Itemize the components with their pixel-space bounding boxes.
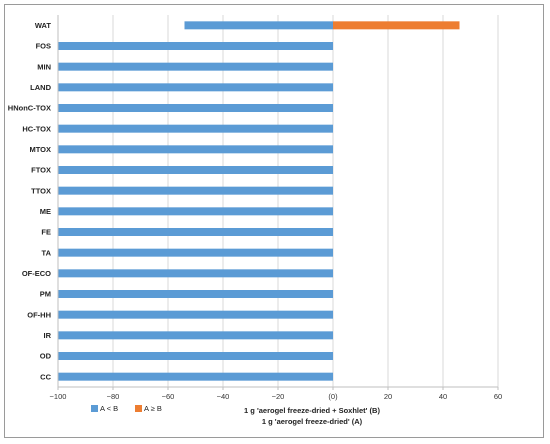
bar-fe-series-0	[58, 228, 333, 236]
chart-frame	[4, 4, 544, 438]
bar-wat-series-0	[184, 21, 333, 30]
x-tick-label: −40	[217, 392, 230, 401]
x-axis-label-line2: 1 g 'aerogel freeze-dried' (A)	[262, 417, 363, 426]
category-label: MTOX	[29, 145, 51, 154]
category-label: OF-HH	[27, 310, 51, 319]
bar-land-series-0	[58, 83, 333, 92]
category-label: ME	[40, 207, 51, 216]
bar-ftox-series-0	[58, 166, 333, 174]
bar-hc-tox-series-0	[58, 124, 333, 133]
gridlines	[57, 15, 499, 387]
category-label: OF-ECO	[22, 269, 51, 278]
category-label: WAT	[35, 21, 52, 30]
category-label: HNonC-TOX	[8, 104, 51, 113]
legend-label-a-lt-b: A < B	[100, 404, 118, 413]
x-tick-label: (0)	[328, 392, 338, 401]
x-tick-label: 20	[384, 392, 392, 401]
x-tick-label: −80	[107, 392, 120, 401]
category-label: FOS	[36, 42, 51, 51]
legend: A < B A ≥ B	[91, 404, 162, 413]
category-label: MIN	[37, 62, 51, 71]
bar-mtox-series-0	[58, 145, 333, 154]
x-tick-label: −20	[272, 392, 285, 401]
category-label: TTOX	[31, 186, 51, 195]
category-label: LAND	[30, 83, 51, 92]
bar-fos-series-0	[58, 42, 333, 50]
bar-of-hh-series-0	[58, 310, 333, 319]
category-label: HC-TOX	[22, 124, 51, 133]
x-tick-label: −60	[162, 392, 175, 401]
x-axis-label-line1: 1 g 'aerogel freeze-dried + Soxhlet' (B)	[244, 406, 380, 415]
bar-pm-series-0	[58, 290, 333, 298]
bar-ir-series-0	[58, 331, 333, 340]
legend-swatch-a-lt-b	[91, 405, 98, 412]
bar-ttox-series-0	[58, 186, 333, 195]
bar-wat-series-1	[333, 21, 460, 30]
legend-swatch-a-ge-b	[135, 405, 142, 412]
bar-of-eco-series-0	[58, 269, 333, 278]
category-label: PM	[40, 290, 51, 299]
x-tick-label: −100	[50, 392, 67, 401]
x-tick-label: 60	[494, 392, 502, 401]
bar-hnonc-tox-series-0	[58, 104, 333, 112]
bar-cc-series-0	[58, 372, 333, 381]
category-label: FE	[41, 228, 51, 237]
category-label: OD	[40, 352, 52, 361]
category-label: TA	[42, 248, 52, 257]
y-axis: WAT FOS MIN LAND HNonC-TOX HC-TOX MTOX FTOX TTOX…	[8, 15, 59, 387]
category-label: FTOX	[31, 166, 51, 175]
legend-label-a-ge-b: A ≥ B	[144, 404, 162, 413]
bar-me-series-0	[58, 207, 333, 216]
category-label: CC	[40, 372, 51, 381]
x-axis: −100 −80 −60 −40 −20 (0) 20 40 60	[50, 386, 502, 401]
bar-ta-series-0	[58, 248, 333, 257]
x-tick-label: 40	[439, 392, 447, 401]
bars	[58, 21, 460, 381]
bar-min-series-0	[58, 62, 333, 71]
bar-od-series-0	[58, 352, 333, 360]
category-label: IR	[44, 331, 52, 340]
